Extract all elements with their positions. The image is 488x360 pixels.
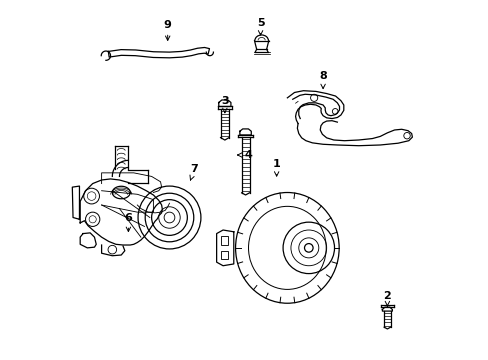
Text: 4: 4 bbox=[237, 150, 251, 160]
Text: 7: 7 bbox=[189, 164, 198, 180]
Text: 2: 2 bbox=[383, 291, 390, 307]
Text: 8: 8 bbox=[319, 71, 326, 89]
Text: 6: 6 bbox=[124, 212, 132, 231]
Text: 9: 9 bbox=[163, 19, 171, 40]
Bar bbox=[221, 236, 228, 245]
Bar bbox=[221, 251, 228, 260]
Text: 5: 5 bbox=[256, 18, 264, 35]
Text: 3: 3 bbox=[221, 96, 228, 113]
Text: 1: 1 bbox=[272, 159, 280, 176]
